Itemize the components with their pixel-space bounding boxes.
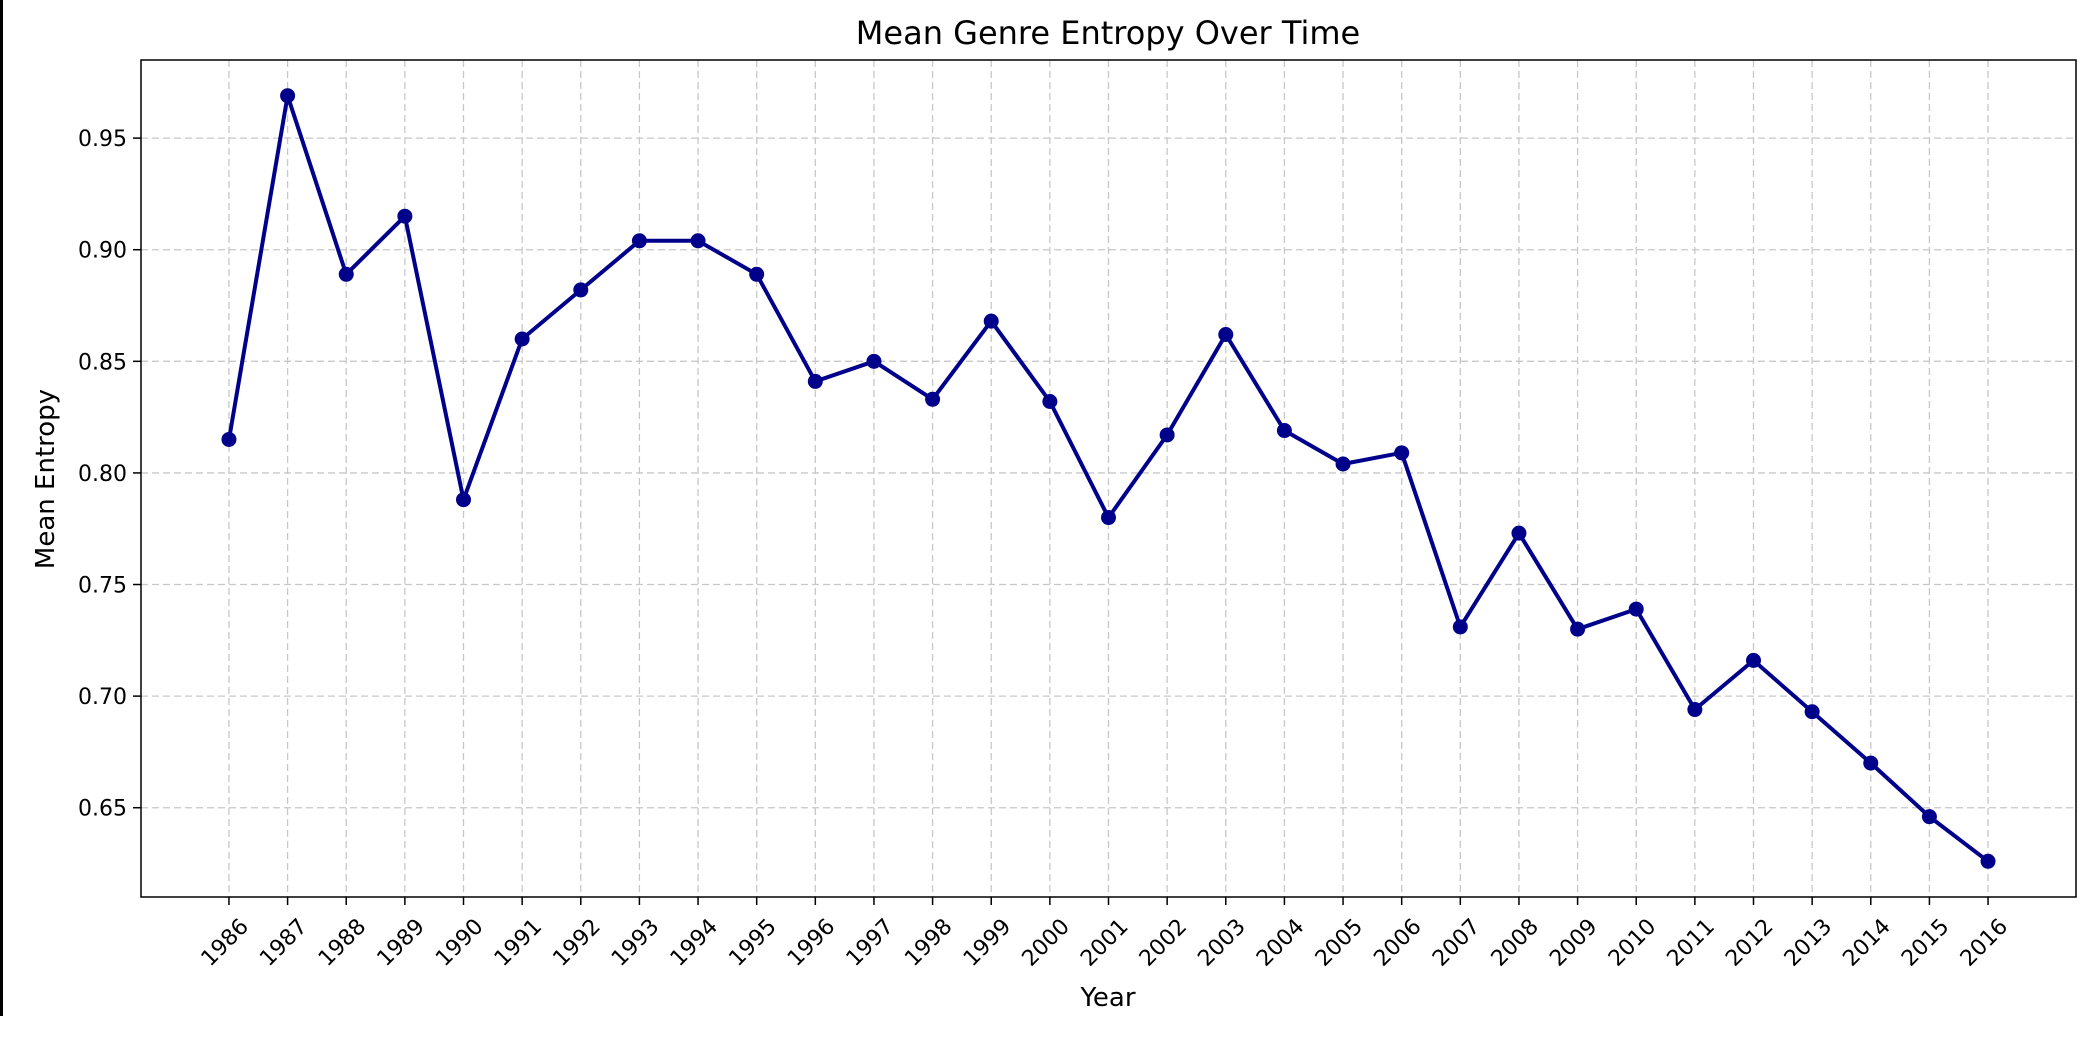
y-tick-label: 0.80 (78, 462, 127, 487)
x-tick-label: 1991 (490, 914, 547, 971)
x-tick-label: 1990 (431, 914, 488, 971)
x-tick-label: 1997 (842, 914, 899, 971)
y-tick-label: 0.95 (78, 127, 127, 152)
x-tick-label: 1999 (959, 914, 1016, 971)
data-point (1101, 510, 1116, 526)
data-point (690, 233, 706, 249)
y-axis-ticks: 0.65 0.70 0.75 0.80 0.85 0.90 0.95 (78, 127, 141, 822)
y-tick-label: 0.85 (78, 350, 127, 375)
data-point (1628, 601, 1644, 617)
x-tick-label: 1989 (373, 914, 430, 971)
x-tick-label: 2009 (1545, 914, 1602, 971)
data-point (1511, 525, 1527, 541)
x-tick-label: 2003 (1193, 914, 1250, 971)
data-point (1394, 445, 1410, 461)
x-tick-label: 2002 (1135, 914, 1192, 971)
data-point (573, 282, 589, 298)
x-axis-ticks: 1986 1987 1988 1989 1990 1991 1992 1993 1994 1995… (197, 897, 2013, 972)
y-tick-label: 0.65 (78, 797, 127, 822)
x-tick-label: 1996 (783, 914, 840, 971)
data-point (1863, 755, 1879, 771)
x-tick-label: 2016 (1956, 914, 2013, 971)
data-point (456, 492, 471, 508)
x-tick-label: 2013 (1780, 914, 1837, 971)
x-tick-label: 2004 (1252, 914, 1309, 971)
data-point (749, 266, 765, 282)
data-point (280, 88, 296, 104)
data-point (631, 233, 647, 249)
data-point (1980, 853, 1996, 869)
data-point (925, 391, 941, 407)
data-point (1570, 621, 1586, 637)
x-tick-label: 1987 (255, 914, 312, 971)
data-point (1921, 809, 1937, 825)
x-axis-label: Year (1079, 983, 1135, 1013)
data-point (338, 266, 354, 282)
data-point (1042, 393, 1058, 409)
x-tick-label: 1995 (724, 914, 781, 971)
y-axis-label: Mean Entropy (31, 389, 61, 569)
data-point (1746, 652, 1761, 668)
x-tick-label: 2012 (1721, 914, 1778, 971)
grid-lines (141, 60, 2076, 897)
data-point (1335, 456, 1351, 472)
data-point (1804, 704, 1820, 720)
x-tick-label: 1993 (607, 914, 664, 971)
x-tick-label: 2001 (1076, 914, 1133, 971)
x-tick-label: 2008 (1487, 914, 1544, 971)
data-point (866, 353, 882, 369)
x-tick-label: 1994 (666, 914, 723, 971)
x-tick-label: 2011 (1663, 914, 1720, 971)
data-point (1218, 327, 1234, 343)
chart-title: Mean Genre Entropy Over Time (856, 14, 1360, 52)
x-tick-label: 1986 (197, 914, 254, 971)
data-point (221, 431, 237, 447)
x-tick-label: 2005 (1311, 914, 1368, 971)
x-tick-label: 1998 (900, 914, 957, 971)
data-point (983, 313, 999, 329)
x-tick-label: 1988 (314, 914, 371, 971)
left-edge-strip (0, 0, 3, 1016)
data-point (1452, 619, 1468, 635)
x-tick-label: 2006 (1369, 914, 1426, 971)
y-tick-label: 0.75 (78, 574, 127, 599)
x-tick-label: 2015 (1897, 914, 1954, 971)
x-tick-label: 2007 (1428, 914, 1485, 971)
data-point (1687, 702, 1703, 718)
x-tick-label: 2014 (1838, 914, 1895, 971)
y-tick-label: 0.90 (78, 239, 127, 264)
y-tick-label: 0.70 (78, 685, 127, 710)
data-point (397, 208, 413, 224)
data-point (514, 331, 530, 347)
x-tick-label: 2010 (1604, 914, 1661, 971)
data-point (1276, 423, 1292, 439)
x-tick-label: 1992 (548, 914, 605, 971)
data-point (1159, 427, 1175, 443)
data-point (807, 373, 823, 389)
x-tick-label: 2000 (1018, 914, 1075, 971)
data-points (221, 88, 1996, 869)
